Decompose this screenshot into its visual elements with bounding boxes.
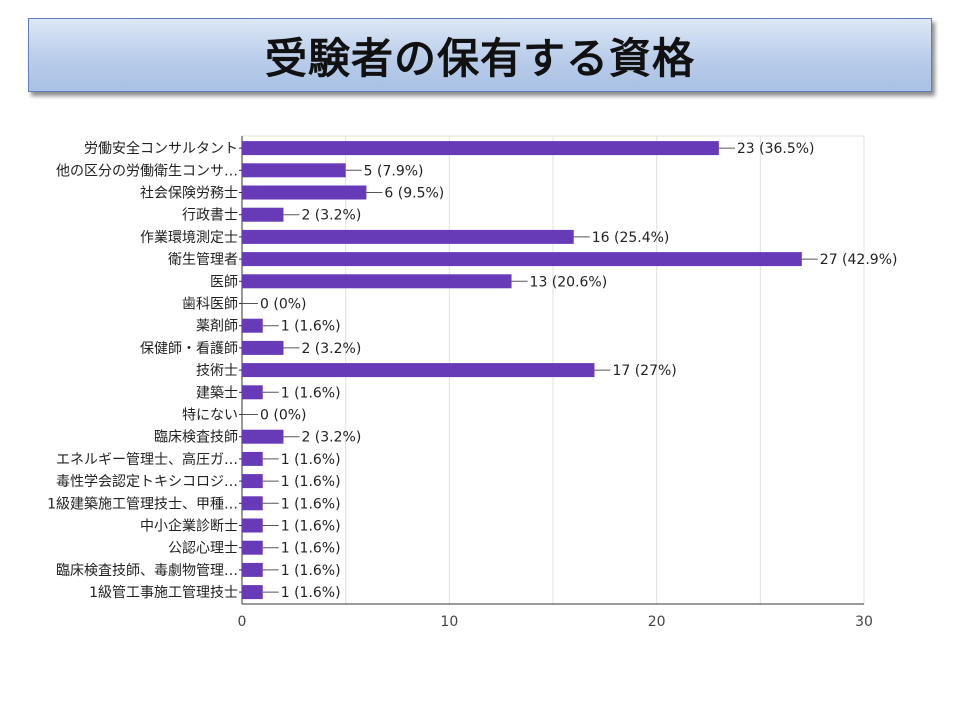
- category-label: 歯科医師: [182, 297, 238, 313]
- bar: [242, 429, 284, 444]
- bar: [242, 385, 263, 400]
- data-label: 1 (1.6%): [281, 385, 341, 401]
- bar: [242, 496, 263, 511]
- bar: [242, 207, 284, 222]
- category-label: 公認心理士: [168, 541, 238, 557]
- category-label: 1級建築施工管理技士、甲種…: [47, 496, 238, 512]
- data-label: 5 (7.9%): [364, 163, 424, 179]
- category-label: 臨床検査技師: [154, 430, 238, 446]
- bar: [242, 274, 512, 289]
- category-label: 建築士: [196, 385, 238, 401]
- bar: [242, 585, 263, 600]
- bar: [242, 363, 595, 378]
- bar: [242, 141, 719, 156]
- data-label: 1 (1.6%): [281, 496, 341, 512]
- x-tick-label: 10: [440, 614, 458, 630]
- category-label: 社会保険労務士: [140, 186, 238, 202]
- data-label: 0 (0%): [260, 408, 307, 424]
- category-label: 医師: [210, 274, 238, 290]
- bar: [242, 185, 367, 200]
- x-tick-label: 0: [238, 614, 247, 630]
- category-label: 特にない: [182, 408, 238, 424]
- data-label: 1 (1.6%): [281, 474, 341, 490]
- category-label: 臨床検査技師、毒劇物管理…: [56, 563, 238, 579]
- data-label: 27 (42.9%): [820, 252, 898, 268]
- x-tick-label: 30: [855, 614, 873, 630]
- title-banner: 受験者の保有する資格: [28, 18, 932, 92]
- category-label: 技術士: [196, 363, 238, 379]
- bar: [242, 340, 284, 355]
- data-label: 6 (9.5%): [384, 186, 444, 202]
- data-label: 2 (3.2%): [301, 341, 361, 357]
- data-label: 1 (1.6%): [281, 563, 341, 579]
- data-label: 1 (1.6%): [281, 319, 341, 335]
- bar: [242, 562, 263, 577]
- category-label: 中小企業診断士: [140, 518, 238, 535]
- page-title: 受験者の保有する資格: [264, 33, 695, 83]
- bar: [242, 451, 263, 466]
- data-label: 0 (0%): [260, 297, 307, 313]
- data-label: 17 (27%): [612, 363, 676, 379]
- category-label: エネルギー管理士、高圧ガ…: [56, 451, 238, 468]
- category-label: 衛生管理者: [168, 252, 238, 268]
- category-label: 毒性学会認定トキシコロジ…: [56, 474, 238, 490]
- x-tick-label: 20: [648, 614, 666, 630]
- bar: [242, 229, 574, 244]
- category-label: 他の区分の労働衛生コンサ…: [56, 163, 238, 179]
- category-label: 1級管工事施工管理技士: [89, 585, 238, 601]
- data-label: 23 (36.5%): [737, 141, 815, 157]
- category-label: 行政書士: [182, 208, 238, 224]
- data-label: 2 (3.2%): [301, 208, 361, 224]
- data-label: 1 (1.6%): [281, 452, 341, 468]
- bar: [242, 163, 346, 178]
- bar: [242, 318, 263, 333]
- data-label: 16 (25.4%): [592, 230, 670, 246]
- category-label: 労働安全コンサルタント: [84, 140, 238, 157]
- category-label: 保健師・看護師: [140, 341, 238, 357]
- bar: [242, 474, 263, 489]
- category-label: 薬剤師: [196, 319, 238, 335]
- data-label: 13 (20.6%): [530, 274, 608, 290]
- data-label: 1 (1.6%): [281, 541, 341, 557]
- bar: [242, 252, 802, 267]
- data-label: 1 (1.6%): [281, 519, 341, 535]
- category-label: 作業環境測定士: [140, 230, 238, 246]
- bar: [242, 540, 263, 555]
- data-label: 1 (1.6%): [281, 585, 341, 601]
- data-label: 2 (3.2%): [301, 430, 361, 446]
- bar: [242, 518, 263, 533]
